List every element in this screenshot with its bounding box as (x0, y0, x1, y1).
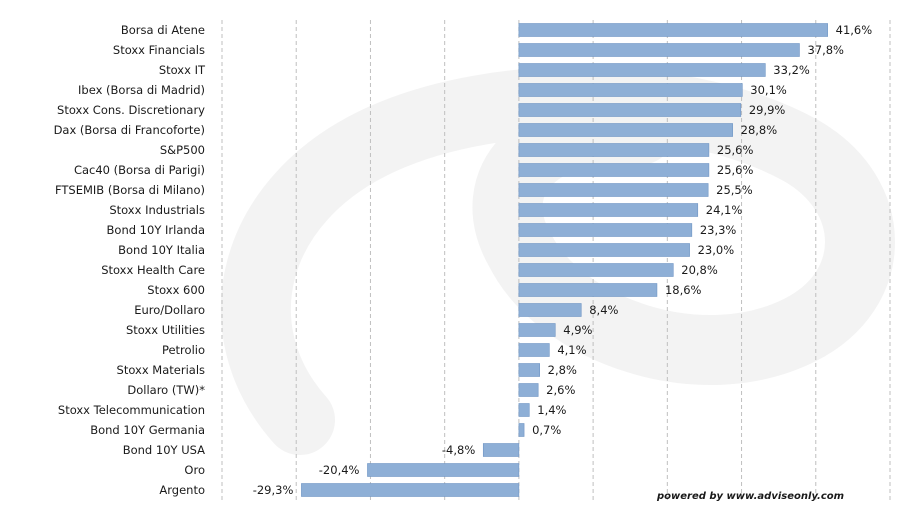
value-label: -20,4% (319, 463, 360, 477)
bar (518, 23, 828, 37)
bar (518, 223, 693, 237)
credit-text: powered by www.adviseonly.com (657, 491, 845, 502)
bar (518, 343, 550, 357)
watermark-swoosh (220, 66, 895, 455)
value-label: 25,6% (717, 143, 754, 157)
value-label: 23,3% (700, 223, 737, 237)
bar (518, 123, 733, 137)
category-label: Stoxx Health Care (101, 263, 205, 277)
value-label: 37,8% (807, 43, 844, 57)
category-label: Stoxx 600 (147, 283, 205, 297)
value-label: 24,1% (706, 203, 743, 217)
category-label: Stoxx Cons. Discretionary (57, 103, 205, 117)
value-label: 30,1% (750, 83, 787, 97)
bar (518, 283, 658, 297)
bar (301, 483, 520, 497)
bar (518, 303, 582, 317)
watermark-logo (220, 66, 895, 455)
bars (301, 23, 828, 497)
category-label: Dollaro (TW)* (127, 383, 205, 397)
value-label: 4,9% (563, 323, 592, 337)
value-label: 25,5% (716, 183, 753, 197)
category-label: Stoxx Telecommunication (58, 403, 205, 417)
value-label: 8,4% (589, 303, 618, 317)
category-label: Euro/Dollaro (134, 303, 205, 317)
gridlines (221, 20, 891, 500)
category-label: Stoxx IT (159, 63, 206, 77)
bar (518, 203, 699, 217)
value-label: 2,6% (546, 383, 575, 397)
value-label: 0,7% (532, 423, 561, 437)
category-label: Argento (159, 483, 205, 497)
category-label: Bond 10Y USA (123, 443, 205, 457)
category-label: Oro (184, 463, 205, 477)
value-label: 25,6% (717, 163, 754, 177)
value-label: -4,8% (442, 443, 475, 457)
category-label: Borsa di Atene (121, 23, 205, 37)
category-label: Stoxx Industrials (109, 203, 205, 217)
value-label: 28,8% (741, 123, 778, 137)
category-label: Petrolio (162, 343, 205, 357)
bar (518, 103, 742, 117)
bar (518, 183, 709, 197)
value-labels: 41,6% 37,8% 33,2% 30,1% 29,9% 28,8% 25,6% 25,6%… (253, 23, 873, 497)
value-label: -29,3% (253, 483, 294, 497)
bar (518, 63, 766, 77)
bar (518, 403, 530, 417)
value-label: 4,1% (557, 343, 586, 357)
value-label: 18,6% (665, 283, 702, 297)
bar (518, 263, 674, 277)
category-labels: Borsa di Atene Stoxx Financials Stoxx IT Ib… (54, 23, 206, 497)
bar (518, 163, 710, 177)
category-label: Stoxx Utilities (126, 323, 205, 337)
value-label: 20,8% (681, 263, 718, 277)
category-label: Ibex (Borsa di Madrid) (78, 83, 205, 97)
bar (518, 383, 539, 397)
category-label: Bond 10Y Italia (118, 243, 205, 257)
category-label: Dax (Borsa di Francoforte) (54, 123, 205, 137)
category-label: Stoxx Financials (113, 43, 205, 57)
value-label: 29,9% (749, 103, 786, 117)
category-label: Cac40 (Borsa di Parigi) (74, 163, 205, 177)
category-label: Bond 10Y Irlanda (107, 223, 205, 237)
bar (518, 43, 800, 57)
bar (518, 143, 710, 157)
value-label: 2,8% (548, 363, 577, 377)
bar (518, 423, 525, 437)
category-label: Bond 10Y Germania (90, 423, 205, 437)
bar (482, 443, 520, 457)
value-label: 1,4% (537, 403, 566, 417)
value-label: 33,2% (773, 63, 810, 77)
bar (518, 363, 540, 377)
category-label: S&P500 (160, 143, 205, 157)
value-label: 23,0% (698, 243, 735, 257)
bar (518, 83, 743, 97)
bar (518, 323, 556, 337)
bar (518, 243, 690, 257)
category-label: Stoxx Materials (117, 363, 205, 377)
category-label: FTSEMIB (Borsa di Milano) (55, 183, 205, 197)
value-label: 41,6% (836, 23, 873, 37)
bar (367, 463, 520, 477)
